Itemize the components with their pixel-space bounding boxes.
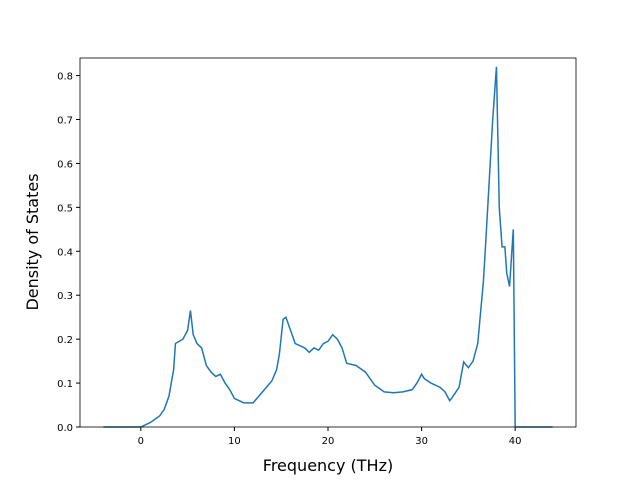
- y-tick-label: 0.7: [57, 116, 73, 127]
- x-tick-label: 40: [509, 436, 522, 447]
- y-tick-label: 0.5: [57, 203, 73, 214]
- line: [103, 66, 553, 428]
- plot-frame: [79, 57, 577, 428]
- y-axis-label: Density of States: [23, 173, 42, 310]
- x-tick-label: 0: [138, 436, 144, 447]
- x-tick-label: 10: [228, 436, 241, 447]
- y-tick-label: 0.8: [57, 72, 73, 83]
- y-tick-label: 0.3: [57, 291, 73, 302]
- y-tick-label: 0.2: [57, 335, 73, 346]
- y-tick-label: 0.1: [57, 379, 73, 390]
- y-tick-label: 0.4: [57, 247, 73, 258]
- y-tick-label: 0.6: [57, 159, 73, 170]
- x-axis-label: Frequency (THz): [263, 456, 393, 475]
- y-tick-label: 0.0: [57, 423, 73, 434]
- x-tick-label: 20: [322, 436, 335, 447]
- x-tick-label: 30: [415, 436, 428, 447]
